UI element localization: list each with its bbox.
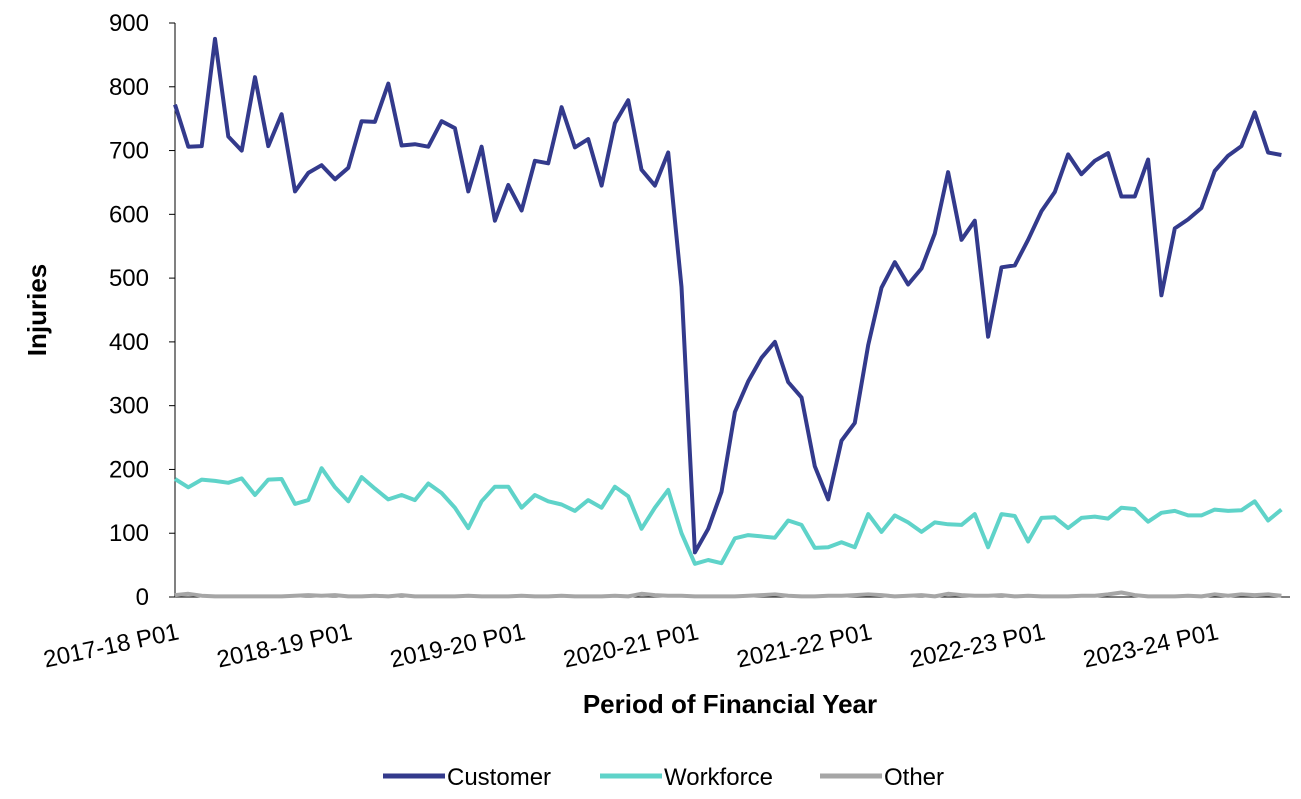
series-line: [174, 590, 1282, 599]
x-tick-label: 2022-23 P01: [908, 618, 1048, 673]
y-tick-label: 400: [109, 329, 149, 356]
x-tick-label: 2017-18 P01: [41, 618, 181, 673]
y-tick-label: 800: [109, 74, 149, 101]
y-tick-label: 700: [109, 138, 149, 165]
y-tick-label: 100: [109, 520, 149, 547]
x-tick-label: 2021-22 P01: [734, 618, 874, 673]
y-axis-title: Injuries: [22, 264, 52, 356]
legend-label: Customer: [447, 764, 551, 791]
series-line: [173, 36, 1282, 555]
x-tick-label: 2019-20 P01: [388, 618, 528, 673]
legend-label: Workforce: [664, 764, 773, 791]
x-tick-label: 2023-24 P01: [1081, 618, 1221, 673]
y-tick-label: 300: [109, 393, 149, 420]
x-tick-label: 2020-21 P01: [561, 618, 701, 673]
y-tick-label: 200: [109, 456, 149, 483]
y-tick-label: 600: [109, 201, 149, 228]
series-line: [173, 466, 1283, 566]
x-axis-title: Period of Financial Year: [583, 689, 877, 719]
y-tick-label: 0: [136, 584, 149, 611]
x-tick-label: 2018-19 P01: [214, 618, 354, 673]
y-tick-label: 500: [109, 265, 149, 292]
legend-label: Other: [884, 764, 944, 791]
y-tick-label: 900: [109, 10, 149, 37]
